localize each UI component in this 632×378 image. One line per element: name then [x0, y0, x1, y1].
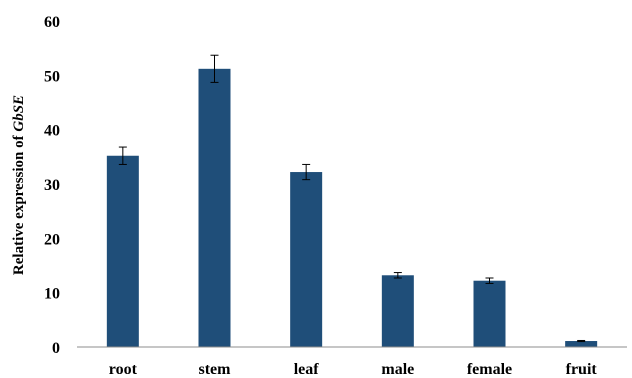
x-axis-labels: root stem leaf male female fruit	[109, 361, 598, 378]
bar-male	[381, 275, 414, 347]
y-axis-title-gene: GbSE	[11, 95, 27, 132]
x-tick-label: fruit	[566, 361, 598, 378]
x-tick-label: male	[381, 361, 414, 378]
bar-stem	[198, 68, 231, 348]
bars	[106, 68, 598, 348]
x-tick-label: stem	[199, 361, 232, 378]
y-axis-title-text: Relative expression of	[11, 132, 27, 275]
y-tick-label: 10	[44, 286, 60, 303]
error-bar-root	[118, 146, 127, 165]
bar-root	[106, 155, 139, 347]
y-tick-label: 40	[44, 123, 60, 140]
error-bars	[118, 54, 586, 343]
y-axis-title: Relative expression of GbSE	[11, 95, 27, 275]
y-tick-label: 60	[44, 14, 60, 31]
error-bar-female	[485, 277, 494, 284]
error-bar-male	[393, 272, 402, 279]
x-tick-label: leaf	[294, 361, 320, 378]
y-tick-label: 50	[44, 68, 60, 85]
error-bar-stem	[210, 54, 219, 83]
y-tick-label: 0	[52, 340, 60, 357]
error-bar-fruit	[577, 339, 586, 343]
x-tick-label: female	[467, 361, 512, 378]
error-bar-leaf	[302, 163, 311, 181]
y-tick-label: 30	[44, 177, 60, 194]
y-axis-ticks: 0 10 20 30 40 50 60	[44, 14, 60, 357]
bar-female	[473, 280, 506, 347]
x-tick-label: root	[109, 361, 138, 378]
y-tick-label: 20	[44, 231, 60, 248]
bar-fruit	[565, 341, 598, 347]
bar-leaf	[290, 172, 323, 347]
